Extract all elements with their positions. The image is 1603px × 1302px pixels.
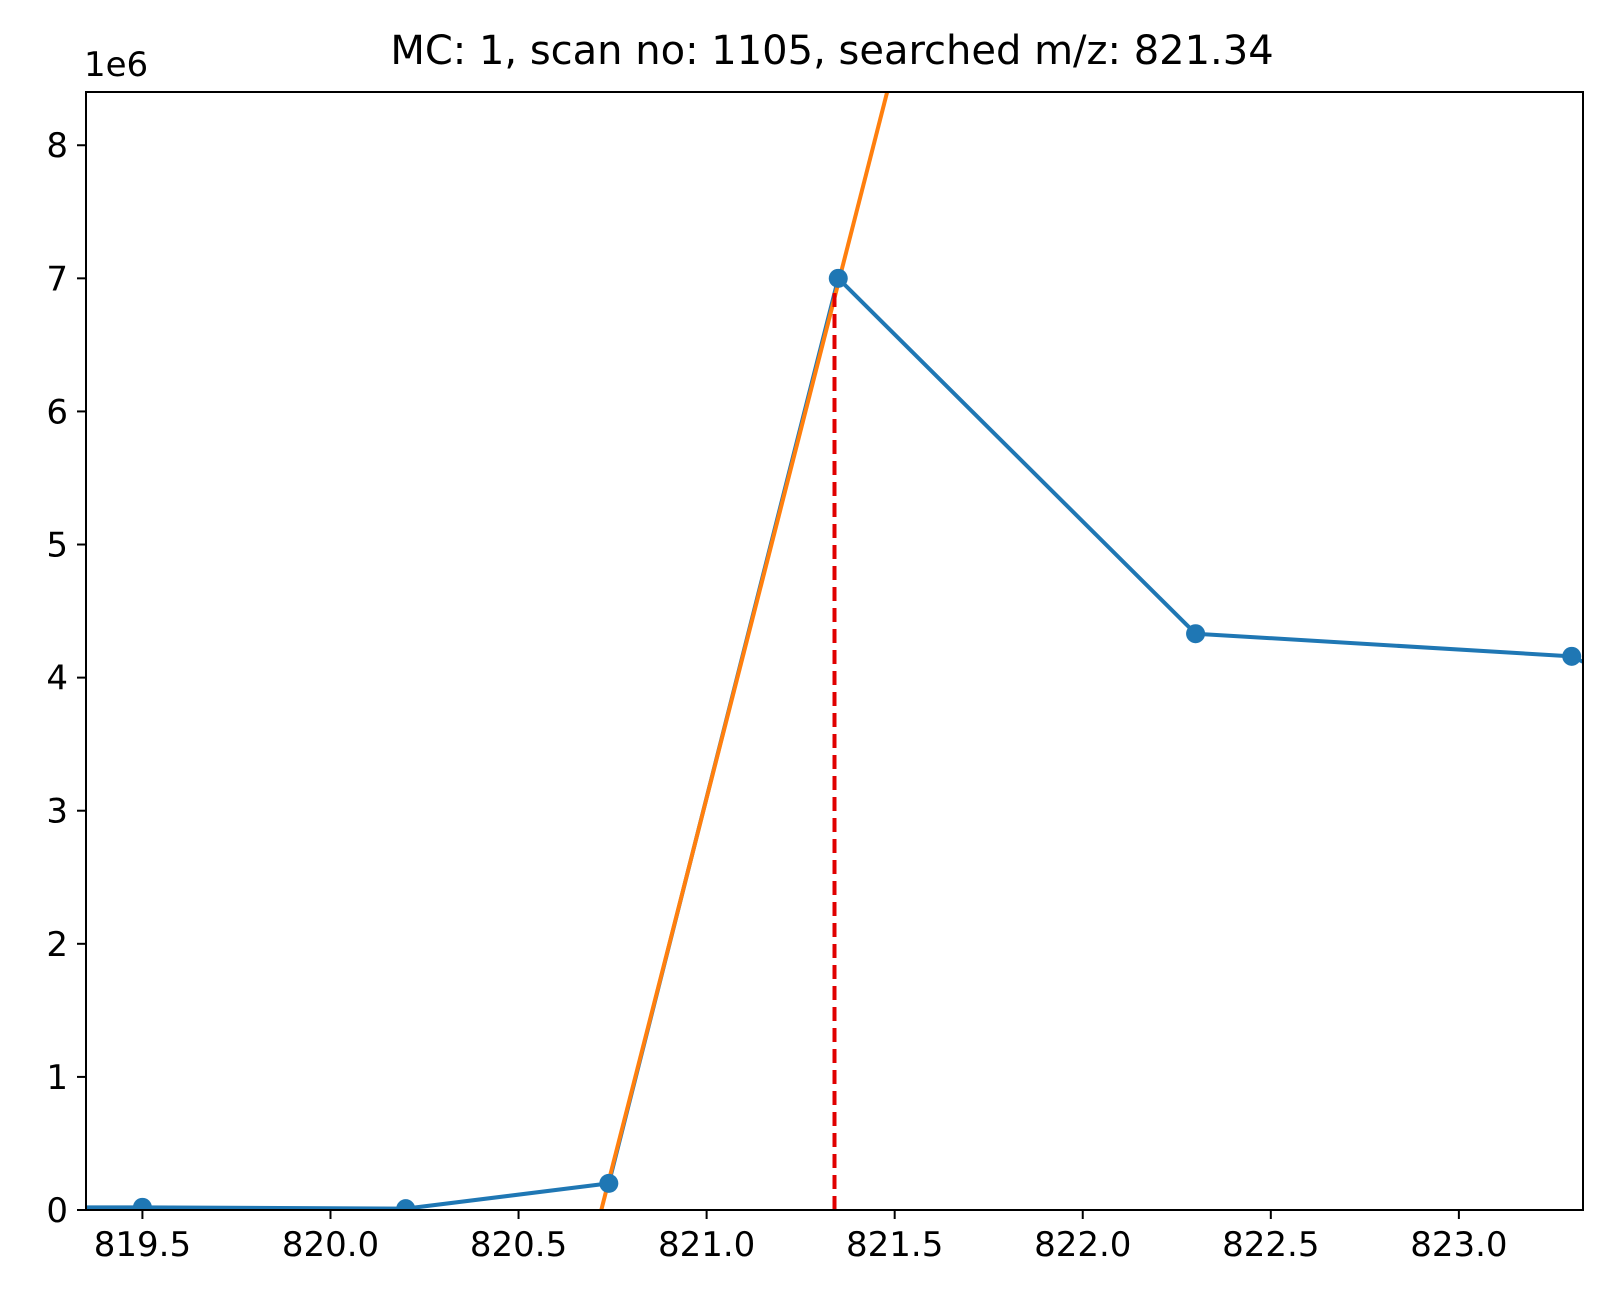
y-tick-label: 4 bbox=[46, 659, 68, 699]
y-tick-label: 7 bbox=[46, 259, 68, 299]
y-tick-label: 1 bbox=[46, 1058, 68, 1098]
plot-frame bbox=[85, 91, 1584, 1211]
x-tick-label: 823.0 bbox=[1410, 1225, 1507, 1265]
y-tick-label: 3 bbox=[46, 792, 68, 832]
y-tick-label: 5 bbox=[46, 526, 68, 566]
series-1-point bbox=[1562, 646, 1582, 666]
series-1-point bbox=[599, 1173, 619, 1193]
x-tick-label: 819.5 bbox=[94, 1225, 191, 1265]
series-1-point bbox=[132, 1197, 152, 1210]
x-tick-label: 820.5 bbox=[470, 1225, 567, 1265]
series-1-point bbox=[396, 1199, 416, 1210]
chart-title: MC: 1, scan no: 1105, searched m/z: 821.… bbox=[390, 28, 1273, 74]
plot-area bbox=[86, 92, 1583, 1210]
x-tick-label: 822.5 bbox=[1222, 1225, 1319, 1265]
y-tick-label: 2 bbox=[46, 925, 68, 965]
x-tick-label: 822.0 bbox=[1034, 1225, 1131, 1265]
y-offset-label: 1e6 bbox=[84, 45, 148, 85]
series-1-point bbox=[1186, 624, 1206, 644]
y-tick-label: 8 bbox=[46, 126, 68, 166]
x-tick-label: 821.0 bbox=[658, 1225, 755, 1265]
plot-clip-group bbox=[86, 92, 1583, 1210]
y-tick-label: 0 bbox=[46, 1191, 68, 1231]
y-tick-label: 6 bbox=[46, 392, 68, 432]
x-tick-label: 820.0 bbox=[282, 1225, 379, 1265]
x-tick-label: 821.5 bbox=[846, 1225, 943, 1265]
axes: 819.5 820.0 820.5 821.0 821.5 822.0 822.5 823.0… bbox=[46, 91, 1584, 1265]
series-1-point bbox=[828, 268, 848, 288]
